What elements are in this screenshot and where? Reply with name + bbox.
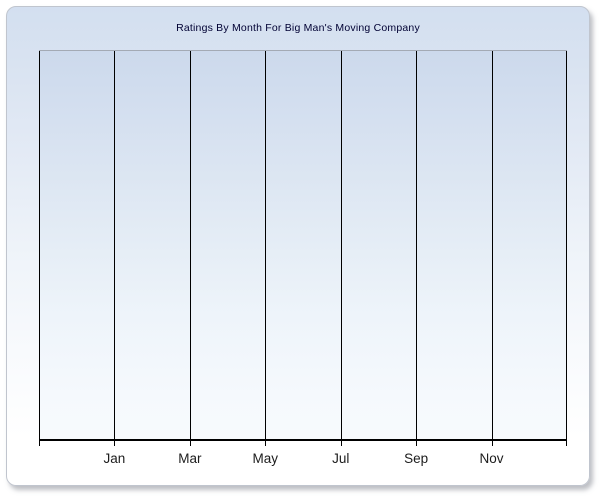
gridline: [189, 51, 191, 441]
gridline: [491, 51, 493, 441]
x-axis-tick: [114, 441, 116, 446]
x-axis-tick: [39, 441, 40, 446]
x-axis-tick: [566, 441, 567, 446]
x-axis-label: Mar: [178, 451, 202, 466]
x-axis-tick: [416, 441, 418, 446]
x-axis-tick: [340, 441, 342, 446]
x-axis-label: Sep: [404, 451, 429, 466]
x-axis-line: [39, 439, 567, 441]
x-axis-tick: [491, 441, 493, 446]
x-axis-label: Jan: [103, 451, 126, 466]
plot-area: Jan Mar May Jul Sep Nov: [39, 50, 567, 466]
x-axis-label: Jul: [332, 451, 350, 466]
gridline: [416, 51, 418, 441]
x-axis-tick: [189, 441, 191, 446]
chart-panel: Ratings By Month For Big Man's Moving Co…: [6, 6, 590, 486]
x-axis-label: May: [252, 451, 279, 466]
x-axis-tick: [265, 441, 267, 446]
gridline: [265, 51, 267, 441]
gridline: [566, 51, 567, 441]
chart-title: Ratings By Month For Big Man's Moving Co…: [176, 22, 420, 34]
x-axis-label: Nov: [479, 451, 504, 466]
gridline: [340, 51, 342, 441]
gridline: [39, 51, 40, 441]
gridline: [114, 51, 116, 441]
